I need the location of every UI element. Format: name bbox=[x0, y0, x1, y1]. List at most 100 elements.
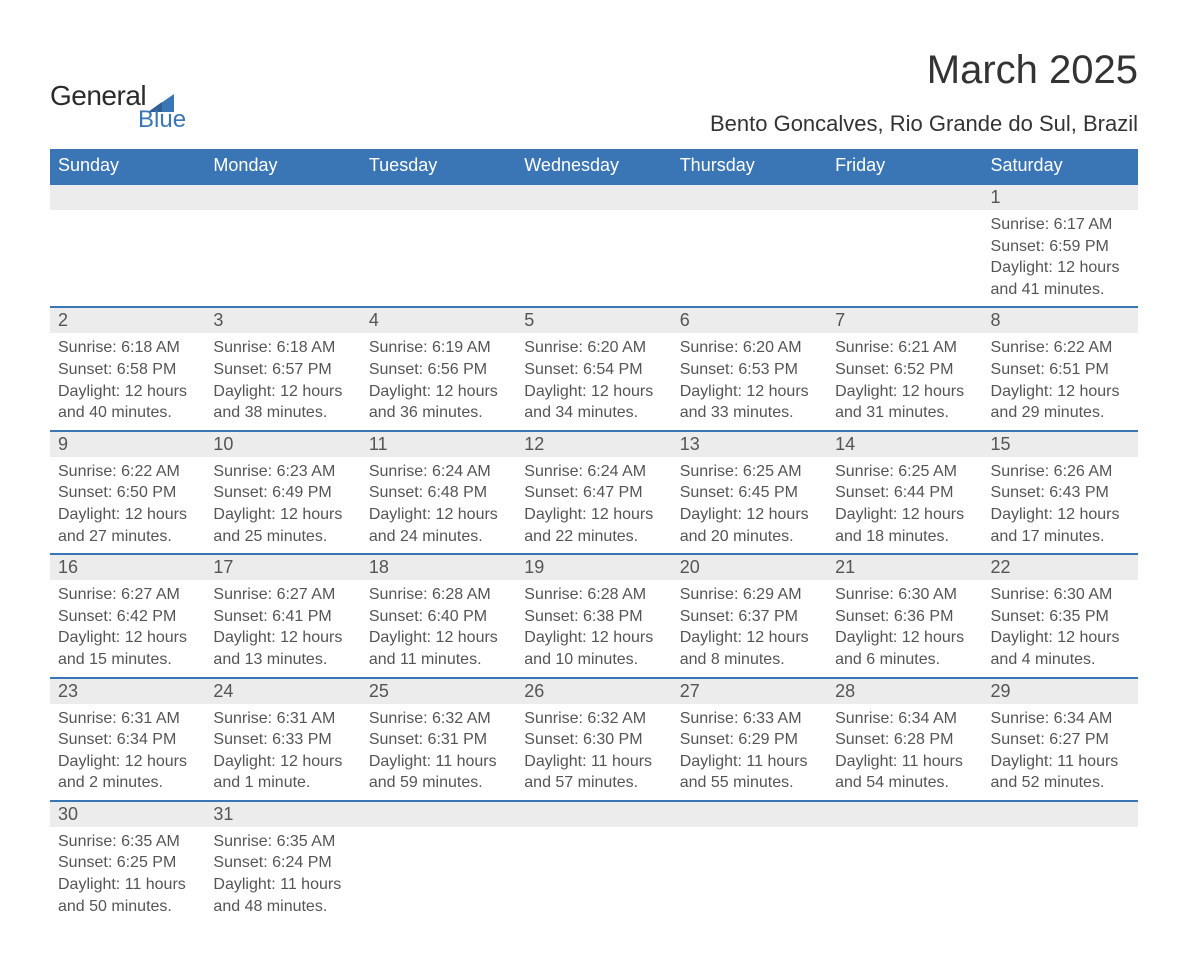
day-body: Sunrise: 6:30 AMSunset: 6:36 PMDaylight:… bbox=[827, 580, 982, 676]
calendar-body-row: Sunrise: 6:35 AMSunset: 6:25 PM Daylight:… bbox=[50, 827, 1138, 923]
sunrise-text: Sunrise: 6:35 AM bbox=[58, 831, 197, 853]
day-number: 17 bbox=[205, 555, 360, 580]
day-body-cell: Sunrise: 6:18 AMSunset: 6:57 PMDaylight:… bbox=[205, 333, 360, 429]
day-number: 5 bbox=[516, 308, 671, 333]
sunset-text: Sunset: 6:45 PM bbox=[680, 482, 819, 504]
calendar-daynum-row: 2345678 bbox=[50, 306, 1138, 333]
day-number-cell bbox=[361, 802, 516, 827]
day-number: 25 bbox=[361, 679, 516, 704]
day-header-friday: Friday bbox=[827, 149, 982, 183]
calendar-body-row: Sunrise: 6:31 AMSunset: 6:34 PMDaylight:… bbox=[50, 704, 1138, 800]
day-body-cell: Sunrise: 6:32 AMSunset: 6:31 PMDaylight:… bbox=[361, 704, 516, 800]
day-number: 13 bbox=[672, 432, 827, 457]
day-number bbox=[516, 802, 671, 827]
day-number-cell: 22 bbox=[983, 555, 1138, 580]
day-body-cell: Sunrise: 6:34 AMSunset: 6:27 PMDaylight:… bbox=[983, 704, 1138, 800]
sunset-text: Sunset: 6:41 PM bbox=[213, 606, 352, 628]
day-number-cell: 17 bbox=[205, 555, 360, 580]
day-header-monday: Monday bbox=[205, 149, 360, 183]
calendar-table: Sunday Monday Tuesday Wednesday Thursday… bbox=[50, 149, 1138, 923]
day-number-cell: 26 bbox=[516, 679, 671, 704]
sunset-text: Sunset: 6:44 PM bbox=[835, 482, 974, 504]
sunset-text: Sunset: 6:25 PM bbox=[58, 852, 197, 874]
day-body-cell bbox=[205, 210, 360, 306]
day-body: Sunrise: 6:35 AMSunset: 6:25 PMDaylight:… bbox=[50, 827, 205, 923]
day-number: 27 bbox=[672, 679, 827, 704]
day-number bbox=[361, 802, 516, 827]
day-number-cell: 25 bbox=[361, 679, 516, 704]
sunset-text: Sunset: 6:47 PM bbox=[524, 482, 663, 504]
day-number bbox=[50, 185, 205, 210]
day-body-cell: Sunrise: 6:33 AMSunset: 6:29 PMDaylight:… bbox=[672, 704, 827, 800]
day-body-cell: Sunrise: 6:20 AMSunset: 6:53 PMDaylight:… bbox=[672, 333, 827, 429]
day-body-cell: Sunrise: 6:19 AMSunset: 6:56 PMDaylight:… bbox=[361, 333, 516, 429]
sunset-text: Sunset: 6:58 PM bbox=[58, 359, 197, 381]
calendar-header-row: Sunday Monday Tuesday Wednesday Thursday… bbox=[50, 149, 1138, 183]
day-body: Sunrise: 6:20 AMSunset: 6:54 PMDaylight:… bbox=[516, 333, 671, 429]
sunset-text: Sunset: 6:50 PM bbox=[58, 482, 197, 504]
day-number-cell: 19 bbox=[516, 555, 671, 580]
day-number bbox=[672, 185, 827, 210]
sunrise-text: Sunrise: 6:34 AM bbox=[991, 708, 1130, 730]
sunrise-text: Sunrise: 6:25 AM bbox=[680, 461, 819, 483]
day-number-cell bbox=[827, 802, 982, 827]
day-body-cell: Sunrise: 6:23 AMSunset: 6:49 PMDaylight:… bbox=[205, 457, 360, 553]
day-number-cell: 3 bbox=[205, 308, 360, 333]
day-body-cell: Sunrise: 6:30 AMSunset: 6:35 PMDaylight:… bbox=[983, 580, 1138, 676]
day-body-cell bbox=[361, 827, 516, 923]
day-body: Sunrise: 6:27 AMSunset: 6:41 PMDaylight:… bbox=[205, 580, 360, 676]
day-number bbox=[827, 185, 982, 210]
daylight-text: Daylight: 11 hours and 48 minutes. bbox=[213, 874, 352, 917]
daylight-text: Daylight: 12 hours and 36 minutes. bbox=[369, 381, 508, 424]
day-body-cell: Sunrise: 6:27 AMSunset: 6:42 PMDaylight:… bbox=[50, 580, 205, 676]
day-body-cell: Sunrise: 6:25 AMSunset: 6:45 PMDaylight:… bbox=[672, 457, 827, 553]
day-number: 31 bbox=[205, 802, 360, 827]
day-body: Sunrise: 6:28 AMSunset: 6:38 PMDaylight:… bbox=[516, 580, 671, 676]
day-number: 11 bbox=[361, 432, 516, 457]
day-body bbox=[672, 210, 827, 242]
sunset-text: Sunset: 6:36 PM bbox=[835, 606, 974, 628]
sunrise-text: Sunrise: 6:20 AM bbox=[680, 337, 819, 359]
daylight-text: Daylight: 12 hours and 13 minutes. bbox=[213, 627, 352, 670]
day-body bbox=[516, 827, 671, 859]
calendar-body-row: Sunrise: 6:27 AMSunset: 6:42 PMDaylight:… bbox=[50, 580, 1138, 676]
day-body: Sunrise: 6:27 AMSunset: 6:42 PMDaylight:… bbox=[50, 580, 205, 676]
sunset-text: Sunset: 6:37 PM bbox=[680, 606, 819, 628]
day-number-cell bbox=[827, 185, 982, 210]
day-body-cell bbox=[516, 210, 671, 306]
day-number: 28 bbox=[827, 679, 982, 704]
day-body-cell: Sunrise: 6:28 AMSunset: 6:38 PMDaylight:… bbox=[516, 580, 671, 676]
sunset-text: Sunset: 6:30 PM bbox=[524, 729, 663, 751]
sunrise-text: Sunrise: 6:24 AM bbox=[524, 461, 663, 483]
sunrise-text: Sunrise: 6:21 AM bbox=[835, 337, 974, 359]
day-number-cell bbox=[983, 802, 1138, 827]
day-body: Sunrise: 6:34 AMSunset: 6:28 PMDaylight:… bbox=[827, 704, 982, 800]
day-body: Sunrise: 6:34 AMSunset: 6:27 PMDaylight:… bbox=[983, 704, 1138, 800]
day-number: 7 bbox=[827, 308, 982, 333]
daylight-text: Daylight: 12 hours and 31 minutes. bbox=[835, 381, 974, 424]
day-body-cell: Sunrise: 6:24 AMSunset: 6:47 PMDaylight:… bbox=[516, 457, 671, 553]
day-number: 26 bbox=[516, 679, 671, 704]
sunrise-text: Sunrise: 6:25 AM bbox=[835, 461, 974, 483]
calendar-daynum-row: 9101112131415 bbox=[50, 430, 1138, 457]
day-number-cell: 1 bbox=[983, 185, 1138, 210]
sunrise-text: Sunrise: 6:22 AM bbox=[991, 337, 1130, 359]
day-number bbox=[205, 185, 360, 210]
location-subtitle: Bento Goncalves, Rio Grande do Sul, Braz… bbox=[710, 111, 1138, 137]
sunset-text: Sunset: 6:24 PM bbox=[213, 852, 352, 874]
sunset-text: Sunset: 6:56 PM bbox=[369, 359, 508, 381]
day-header-sunday: Sunday bbox=[50, 149, 205, 183]
day-body: Sunrise: 6:28 AMSunset: 6:40 PMDaylight:… bbox=[361, 580, 516, 676]
day-number-cell: 15 bbox=[983, 432, 1138, 457]
day-body: Sunrise: 6:19 AMSunset: 6:56 PMDaylight:… bbox=[361, 333, 516, 429]
day-number: 29 bbox=[983, 679, 1138, 704]
daylight-text: Daylight: 12 hours and 15 minutes. bbox=[58, 627, 197, 670]
day-body-cell bbox=[361, 210, 516, 306]
day-body bbox=[516, 210, 671, 242]
sunset-text: Sunset: 6:31 PM bbox=[369, 729, 508, 751]
sunrise-text: Sunrise: 6:23 AM bbox=[213, 461, 352, 483]
day-number-cell: 20 bbox=[672, 555, 827, 580]
day-body-cell: Sunrise: 6:27 AMSunset: 6:41 PMDaylight:… bbox=[205, 580, 360, 676]
daylight-text: Daylight: 12 hours and 25 minutes. bbox=[213, 504, 352, 547]
daylight-text: Daylight: 12 hours and 22 minutes. bbox=[524, 504, 663, 547]
